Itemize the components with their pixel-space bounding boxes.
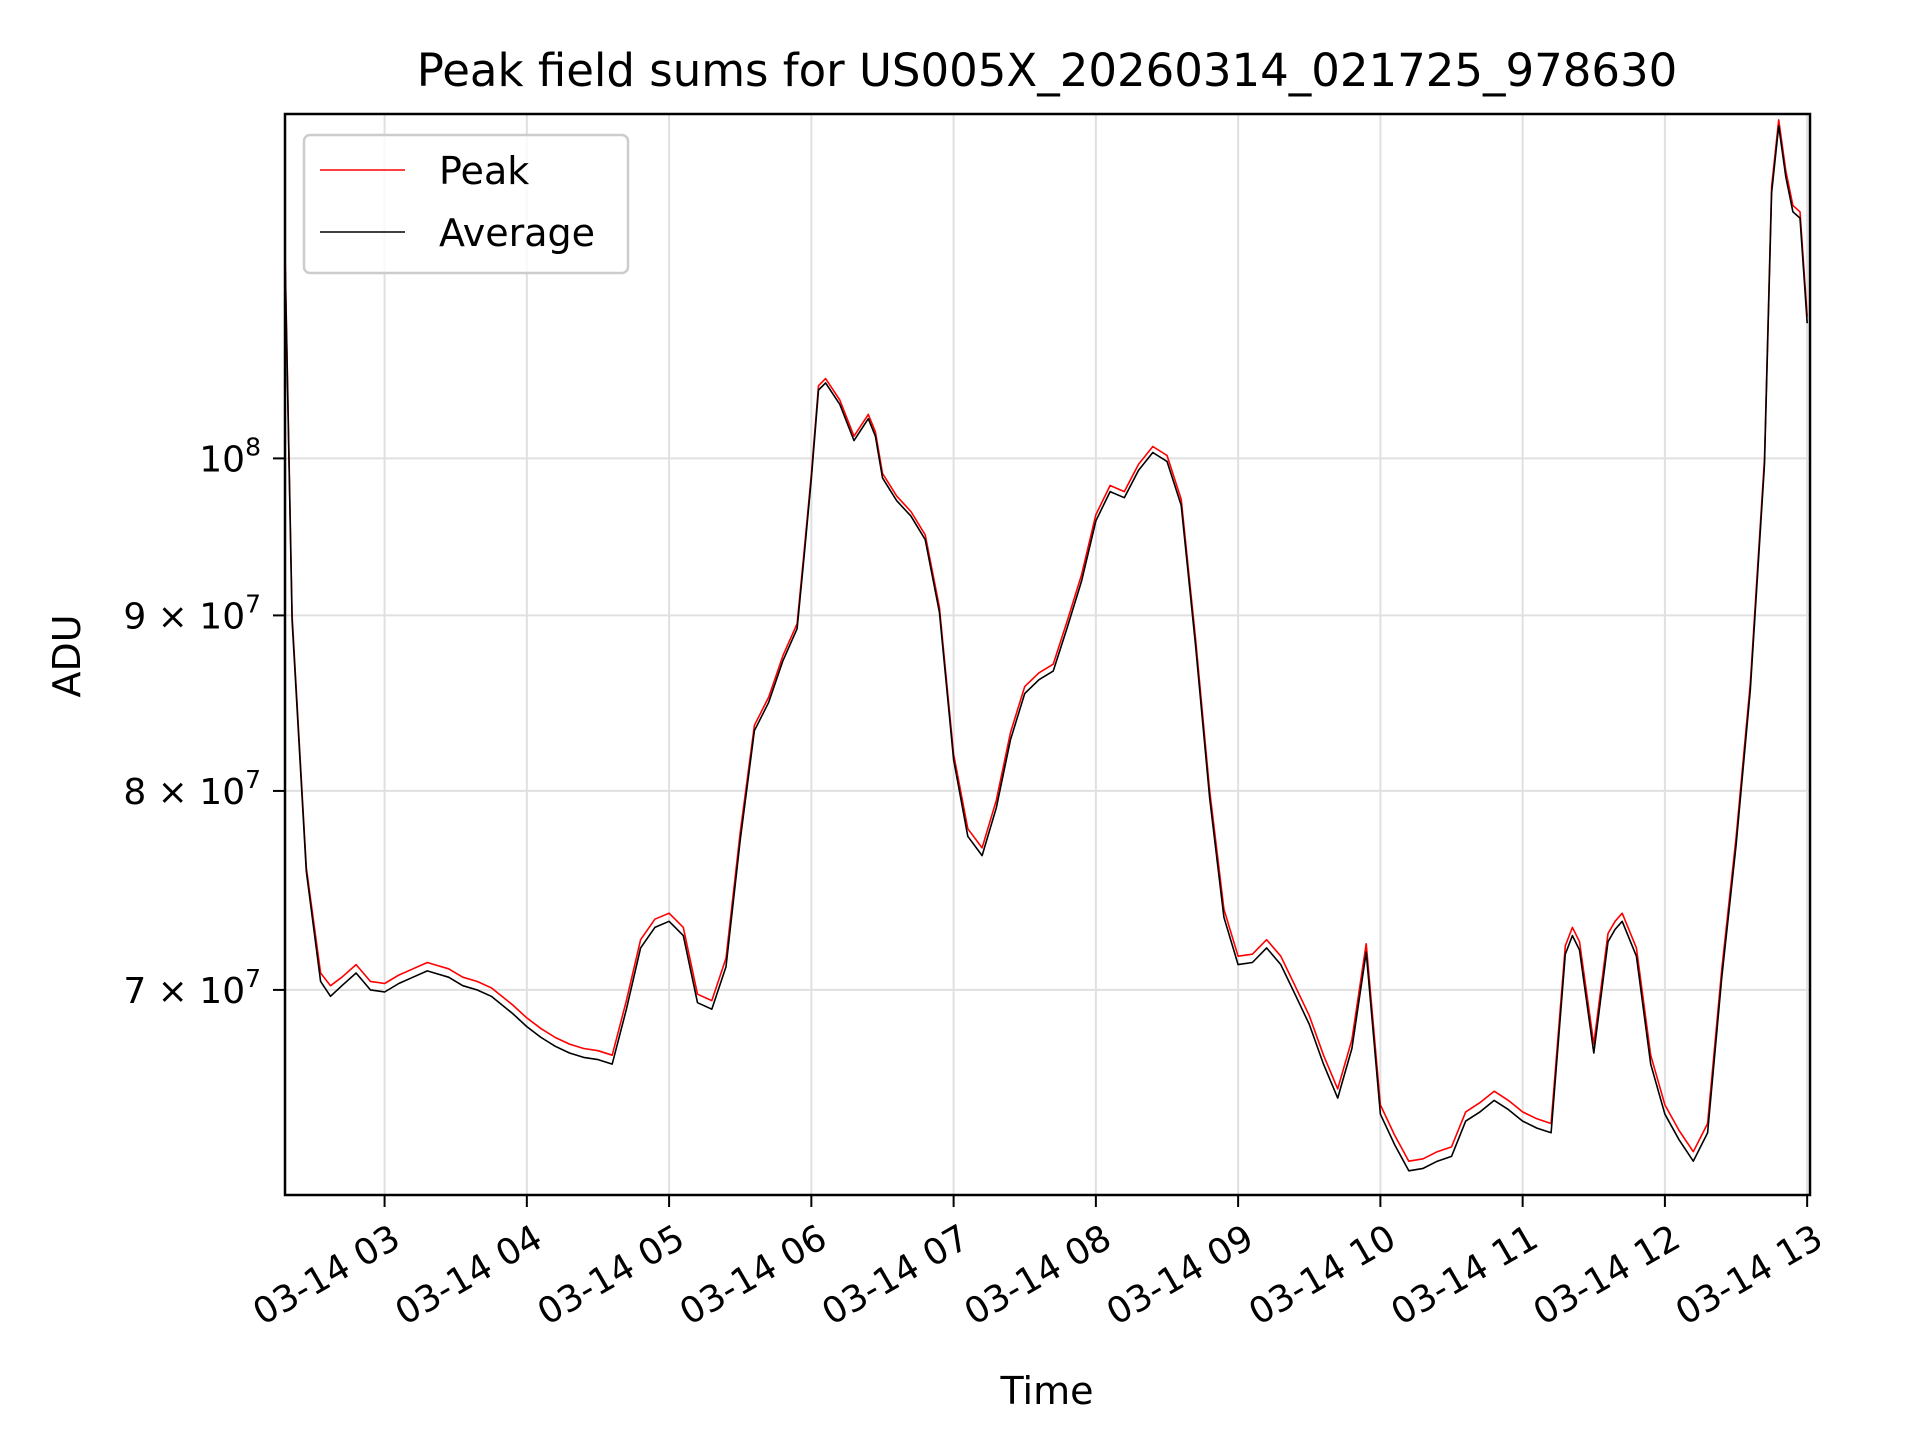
y-tick-label-exponent: 7 (245, 589, 261, 618)
y-tick-label-exponent: 8 (245, 432, 261, 461)
series-line-peak (284, 119, 1808, 1162)
y-axis-label: ADU (45, 614, 89, 697)
y-tick-label-base: 9 × 10 (123, 596, 245, 637)
y-tick-label: 8 × 107 (123, 765, 261, 813)
series-line-average (284, 125, 1808, 1172)
y-tick-label: 9 × 107 (123, 589, 261, 637)
legend: Peak Average (302, 133, 630, 275)
y-tick-label-exponent: 7 (245, 964, 261, 993)
x-axis-label: Time (1000, 1369, 1094, 1413)
legend-label-peak: Peak (439, 149, 529, 193)
y-tick-label-base: 8 × 10 (123, 772, 245, 813)
chart-title: Peak field sums for US005X_20260314_0217… (417, 44, 1678, 97)
plot-frame (283, 112, 1812, 1197)
legend-label-average: Average (439, 211, 595, 255)
series-layer (284, 119, 1808, 1172)
y-tick-label: 108 (199, 432, 261, 480)
y-tick-label-exponent: 7 (245, 765, 261, 794)
y-tick-label: 7 × 107 (123, 964, 261, 1012)
y-tick-label-base: 10 (199, 439, 245, 480)
y-tick-label-base: 7 × 10 (123, 971, 245, 1012)
grid (285, 114, 1810, 1195)
